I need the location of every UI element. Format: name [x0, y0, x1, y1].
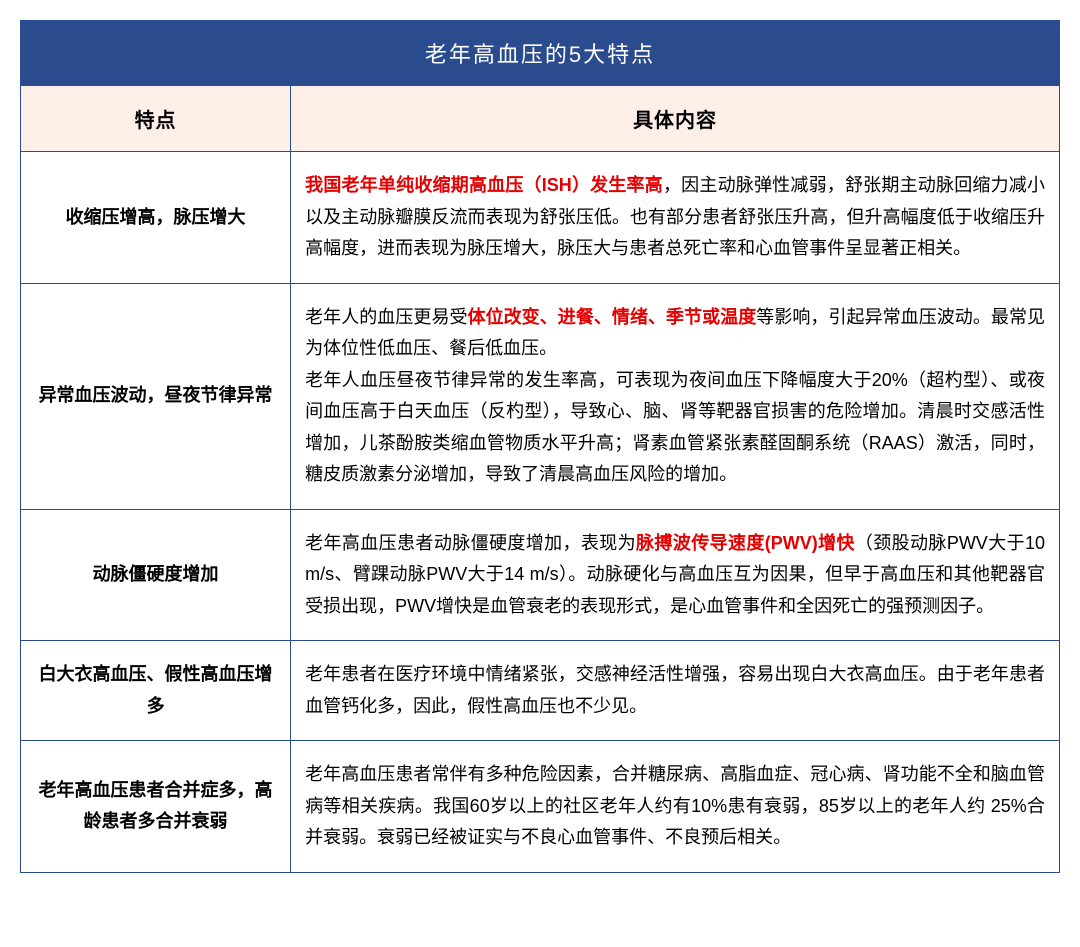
row-feature: 动脉僵硬度增加	[21, 509, 291, 641]
table-header-feature: 特点	[21, 86, 291, 152]
row-feature: 异常血压波动，昼夜节律异常	[21, 283, 291, 509]
detail-highlight: 体位改变、进餐、情绪、季节或温度	[468, 307, 757, 327]
table-header-detail: 具体内容	[291, 86, 1060, 152]
row-detail: 老年患者在医疗环境中情绪紧张，交感神经活性增强，容易出现白大衣高血压。由于老年患…	[291, 641, 1060, 741]
detail-pre: 老年高血压患者常伴有多种危险因素，合并糖尿病、高脂血症、冠心病、肾功能不全和脑血…	[305, 764, 1045, 847]
table-row: 动脉僵硬度增加 老年高血压患者动脉僵硬度增加，表现为脉搏波传导速度(PWV)增快…	[21, 509, 1060, 641]
detail-post: 等影响，引起异常血压波动。最常见为体位性低血压、餐后低血压。老年人血压昼夜节律异…	[305, 307, 1045, 485]
row-detail: 老年高血压患者常伴有多种危险因素，合并糖尿病、高脂血症、冠心病、肾功能不全和脑血…	[291, 741, 1060, 873]
detail-pre: 老年人的血压更易受	[305, 307, 467, 327]
detail-highlight: 我国老年单纯收缩期高血压（ISH）发生率高	[305, 175, 663, 195]
table-title-row: 老年高血压的5大特点	[21, 21, 1060, 86]
table-container: 老年高血压的5大特点 特点 具体内容 收缩压增高，脉压增大 我国老年单纯收缩期高…	[20, 20, 1060, 873]
table-row: 异常血压波动，昼夜节律异常 老年人的血压更易受体位改变、进餐、情绪、季节或温度等…	[21, 283, 1060, 509]
row-detail: 我国老年单纯收缩期高血压（ISH）发生率高，因主动脉弹性减弱，舒张期主动脉回缩力…	[291, 152, 1060, 284]
table-row: 老年高血压患者合并症多，高龄患者多合并衰弱 老年高血压患者常伴有多种危险因素，合…	[21, 741, 1060, 873]
detail-pre: 老年高血压患者动脉僵硬度增加，表现为	[305, 533, 636, 553]
table-row: 收缩压增高，脉压增大 我国老年单纯收缩期高血压（ISH）发生率高，因主动脉弹性减…	[21, 152, 1060, 284]
table-header-row: 特点 具体内容	[21, 86, 1060, 152]
hypertension-table: 老年高血压的5大特点 特点 具体内容 收缩压增高，脉压增大 我国老年单纯收缩期高…	[20, 20, 1060, 873]
detail-pre: 老年患者在医疗环境中情绪紧张，交感神经活性增强，容易出现白大衣高血压。由于老年患…	[305, 664, 1045, 716]
table-row: 白大衣高血压、假性高血压增多 老年患者在医疗环境中情绪紧张，交感神经活性增强，容…	[21, 641, 1060, 741]
row-detail: 老年高血压患者动脉僵硬度增加，表现为脉搏波传导速度(PWV)增快（颈股动脉PWV…	[291, 509, 1060, 641]
row-detail: 老年人的血压更易受体位改变、进餐、情绪、季节或温度等影响，引起异常血压波动。最常…	[291, 283, 1060, 509]
row-feature: 老年高血压患者合并症多，高龄患者多合并衰弱	[21, 741, 291, 873]
detail-highlight: 脉搏波传导速度(PWV)增快	[636, 533, 855, 553]
row-feature: 收缩压增高，脉压增大	[21, 152, 291, 284]
table-title: 老年高血压的5大特点	[21, 21, 1060, 86]
row-feature: 白大衣高血压、假性高血压增多	[21, 641, 291, 741]
